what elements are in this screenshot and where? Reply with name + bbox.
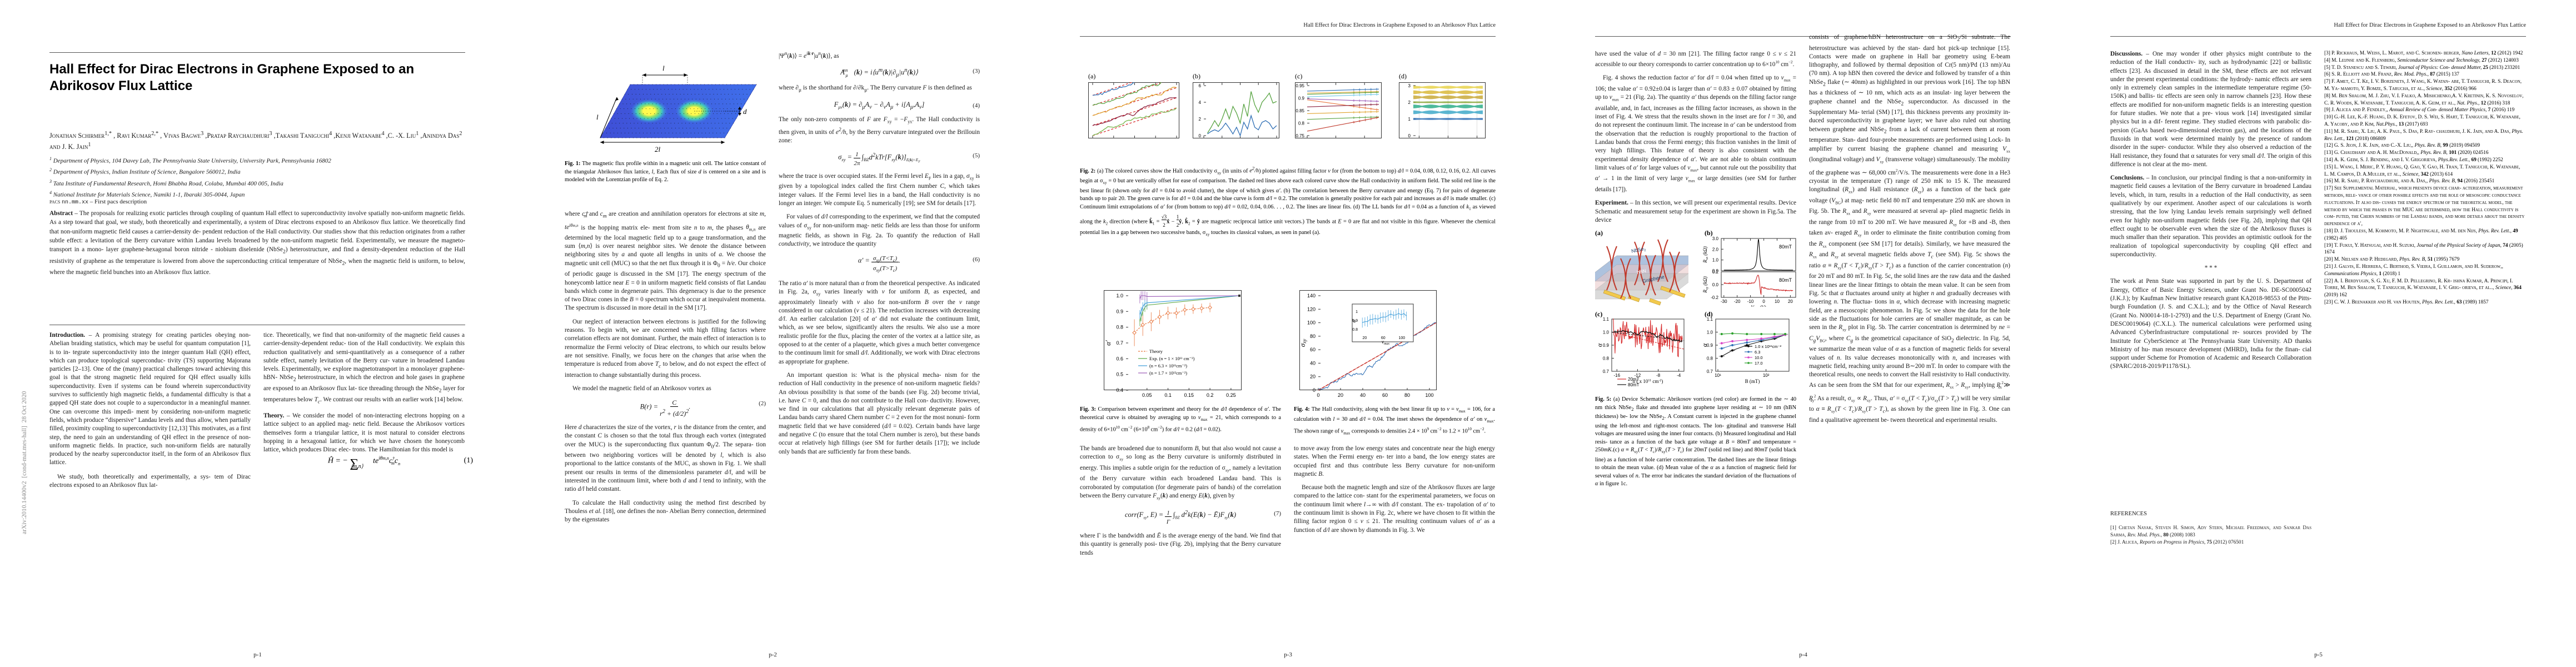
svg-text:0.4: 0.4 <box>1116 387 1123 393</box>
svg-text:1.1: 1.1 <box>1707 317 1713 322</box>
svg-text:80: 80 <box>1404 392 1410 398</box>
svg-text:-8: -8 <box>1656 373 1661 378</box>
svg-text:3: 3 <box>1408 83 1411 88</box>
svg-text:120: 120 <box>1307 306 1316 312</box>
svg-text:-30: -30 <box>1721 299 1727 304</box>
svg-text:2: 2 <box>1408 100 1411 105</box>
svg-text:VBG (V): VBG (V) <box>1751 305 1766 307</box>
svg-text:1: 1 <box>1408 117 1411 122</box>
svg-text:20: 20 <box>1363 336 1367 340</box>
svg-text:20: 20 <box>1310 374 1316 380</box>
svg-text:-0.2: -0.2 <box>1711 295 1718 300</box>
svg-text:-16: -16 <box>1614 373 1621 378</box>
svg-text:0: 0 <box>1199 133 1202 138</box>
svg-text:0.15: 0.15 <box>1184 392 1194 398</box>
svg-text:0: 0 <box>1762 299 1765 304</box>
svg-text:-10: -10 <box>1747 299 1754 304</box>
svg-text:0: 0 <box>1408 133 1411 138</box>
svg-text:(n = 6.3 × 10¹¹cm⁻²): (n = 6.3 × 10¹¹cm⁻²) <box>1149 364 1187 369</box>
svg-text:17.0: 17.0 <box>1755 361 1763 366</box>
svg-text:40: 40 <box>1360 392 1366 398</box>
svg-text:Theory: Theory <box>1149 349 1163 354</box>
svg-text:6: 6 <box>1199 83 1202 88</box>
svg-text:α: α <box>1596 343 1603 347</box>
svg-text:0.8: 0.8 <box>1298 121 1305 126</box>
svg-text:40: 40 <box>1310 360 1316 366</box>
svg-text:6.3: 6.3 <box>1755 350 1760 355</box>
svg-text:100: 100 <box>1425 392 1433 398</box>
svg-text:60: 60 <box>1310 347 1316 352</box>
svg-text:Rxx (kΩ): Rxx (kΩ) <box>1702 246 1709 263</box>
svg-text:-20: -20 <box>1734 299 1741 304</box>
svg-text:3.0: 3.0 <box>1712 236 1719 241</box>
svg-text:0.7: 0.7 <box>1603 369 1610 374</box>
svg-text:B (mT): B (mT) <box>1745 379 1760 384</box>
svg-text:0.7: 0.7 <box>1116 340 1123 346</box>
svg-text:0.85: 0.85 <box>1296 108 1304 113</box>
svg-text:1.0: 1.0 <box>1707 330 1713 335</box>
svg-text:d/l: d/l <box>1179 398 1187 399</box>
svg-text:σxy: σxy <box>1299 339 1307 347</box>
svg-text:l: l <box>596 113 599 121</box>
svg-text:-4: -4 <box>1677 373 1681 378</box>
svg-text:α: α <box>1701 343 1708 347</box>
svg-text:0.8: 0.8 <box>1707 356 1713 361</box>
svg-text:80mT: 80mT <box>1628 382 1640 387</box>
svg-text:Rxy (kΩ): Rxy (kΩ) <box>1702 276 1709 293</box>
svg-text:α′: α′ <box>1104 340 1112 346</box>
svg-text:α′: α′ <box>1351 318 1357 323</box>
svg-text:0.7: 0.7 <box>1707 369 1713 374</box>
svg-text:0: 0 <box>1313 387 1316 393</box>
svg-text:4: 4 <box>1199 100 1202 105</box>
svg-text:0.9: 0.9 <box>1298 96 1305 101</box>
svg-text:(n = 1.7 × 10¹²cm⁻²): (n = 1.7 × 10¹²cm⁻²) <box>1149 371 1187 376</box>
svg-text:100: 100 <box>1307 320 1316 326</box>
svg-text:1.0: 1.0 <box>1603 330 1610 335</box>
svg-text:d: d <box>743 107 747 116</box>
svg-text:1.0: 1.0 <box>1116 293 1123 298</box>
svg-text:0.1: 0.1 <box>1164 392 1172 398</box>
svg-text:0.2: 0.2 <box>1207 392 1214 398</box>
svg-text:0.25: 0.25 <box>1226 392 1236 398</box>
svg-text:0.9: 0.9 <box>1116 308 1123 314</box>
svg-text:0.8: 0.8 <box>1352 328 1358 332</box>
svg-text:100: 100 <box>1398 336 1405 340</box>
svg-text:20: 20 <box>1788 299 1793 304</box>
svg-text:2l: 2l <box>655 145 661 153</box>
svg-text:10²: 10² <box>1763 373 1770 378</box>
svg-text:l: l <box>662 64 665 72</box>
svg-text:0.8: 0.8 <box>1603 356 1610 361</box>
svg-text:10: 10 <box>1775 299 1780 304</box>
svg-text:0.0: 0.0 <box>1712 282 1719 287</box>
svg-text:20mT: 20mT <box>1628 377 1640 382</box>
svg-text:Exp. (n = 1 × 10¹¹ cm⁻²): Exp. (n = 1 × 10¹¹ cm⁻²) <box>1149 356 1195 361</box>
svg-text:60: 60 <box>1382 392 1388 398</box>
svg-text:80mT: 80mT <box>1779 277 1792 283</box>
svg-text:10.0: 10.0 <box>1755 355 1763 360</box>
svg-text:0.5: 0.5 <box>1116 372 1123 377</box>
svg-text:2.0: 2.0 <box>1712 247 1719 252</box>
svg-text:0.8: 0.8 <box>1116 325 1123 330</box>
svg-text:0: 0 <box>1317 392 1319 398</box>
svg-text:0.9: 0.9 <box>1603 343 1610 348</box>
svg-text:140: 140 <box>1307 293 1316 298</box>
svg-text:10¹: 10¹ <box>1715 373 1721 378</box>
svg-text:0.2: 0.2 <box>1712 270 1719 275</box>
svg-text:0.95: 0.95 <box>1296 83 1304 88</box>
svg-text:1.1: 1.1 <box>1603 317 1610 322</box>
svg-text:0.05: 0.05 <box>1142 392 1152 398</box>
svg-text:1.0 x 10¹¹cm⁻²: 1.0 x 10¹¹cm⁻² <box>1755 344 1782 349</box>
svg-text:80mT: 80mT <box>1779 244 1792 250</box>
svg-text:0.6: 0.6 <box>1116 356 1123 361</box>
svg-text:1: 1 <box>1356 310 1358 314</box>
svg-text:80: 80 <box>1310 334 1316 339</box>
svg-text:1.0: 1.0 <box>1712 258 1719 263</box>
svg-text:0.75: 0.75 <box>1296 133 1304 138</box>
svg-text:2: 2 <box>1199 117 1202 122</box>
svg-text:ν: ν <box>1379 398 1382 399</box>
svg-text:20: 20 <box>1338 392 1343 398</box>
